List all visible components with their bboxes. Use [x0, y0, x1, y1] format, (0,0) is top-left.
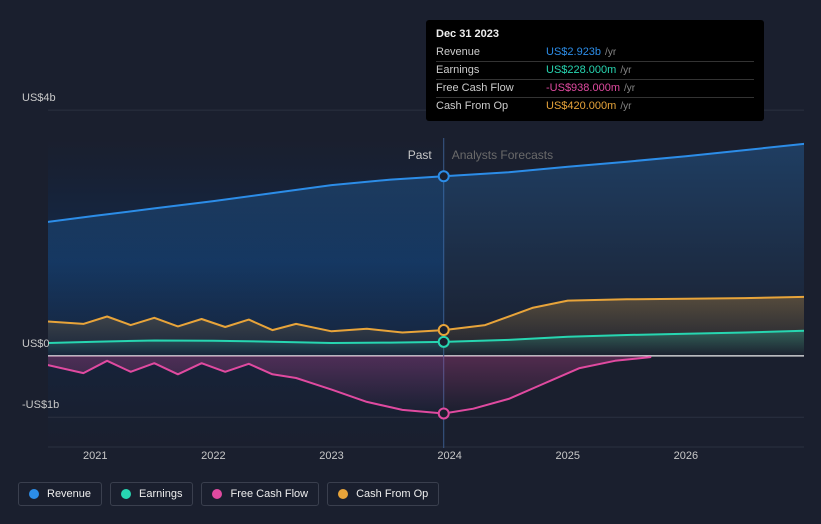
legend-swatch-icon	[212, 489, 222, 499]
y-tick-label: US$4b	[22, 92, 56, 104]
x-tick-label: 2021	[83, 450, 107, 462]
region-label-forecast: Analysts Forecasts	[452, 148, 553, 162]
tooltip-row-suffix: /yr	[620, 65, 631, 76]
legend-item-revenue[interactable]: Revenue	[18, 482, 102, 506]
tooltip-row: EarningsUS$228.000m/yr	[436, 61, 754, 79]
legend-item-label: Earnings	[139, 488, 182, 500]
earnings-revenue-chart: US$4b US$0 -US$1b 2021 2022 2023 2024 2025 2026…	[18, 18, 804, 506]
region-label-past: Past	[408, 148, 432, 162]
tooltip-row-value: -US$938.000m	[546, 82, 620, 94]
tooltip-row-suffix: /yr	[624, 83, 635, 94]
legend-item-earnings[interactable]: Earnings	[110, 482, 193, 506]
legend-item-label: Free Cash Flow	[230, 488, 308, 500]
x-tick-label: 2024	[437, 450, 461, 462]
x-tick-label: 2025	[556, 450, 580, 462]
tooltip-date: Dec 31 2023	[436, 28, 754, 44]
tooltip-row: RevenueUS$2.923b/yr	[436, 44, 754, 61]
legend-swatch-icon	[29, 489, 39, 499]
tooltip-row-label: Earnings	[436, 64, 546, 76]
tooltip-row-value: US$420.000m	[546, 100, 616, 112]
tooltip-row: Free Cash Flow-US$938.000m/yr	[436, 79, 754, 97]
x-tick-label: 2023	[319, 450, 343, 462]
chart-legend: Revenue Earnings Free Cash Flow Cash From O…	[18, 482, 439, 506]
legend-item-cfo[interactable]: Cash From Op	[327, 482, 439, 506]
chart-tooltip: Dec 31 2023 RevenueUS$2.923b/yrEarningsU…	[426, 20, 764, 121]
legend-swatch-icon	[338, 489, 348, 499]
x-tick-label: 2022	[201, 450, 225, 462]
tooltip-row-suffix: /yr	[620, 101, 631, 112]
tooltip-row-value: US$228.000m	[546, 64, 616, 76]
legend-item-label: Revenue	[47, 488, 91, 500]
tooltip-row-value: US$2.923b	[546, 46, 601, 58]
tooltip-row-label: Free Cash Flow	[436, 82, 546, 94]
tooltip-row-suffix: /yr	[605, 47, 616, 58]
tooltip-row-label: Revenue	[436, 46, 546, 58]
legend-item-fcf[interactable]: Free Cash Flow	[201, 482, 319, 506]
x-tick-label: 2026	[674, 450, 698, 462]
legend-swatch-icon	[121, 489, 131, 499]
legend-item-label: Cash From Op	[356, 488, 428, 500]
y-tick-label: US$0	[22, 338, 50, 350]
tooltip-row-label: Cash From Op	[436, 100, 546, 112]
tooltip-row: Cash From OpUS$420.000m/yr	[436, 97, 754, 115]
y-tick-label: -US$1b	[22, 399, 59, 411]
